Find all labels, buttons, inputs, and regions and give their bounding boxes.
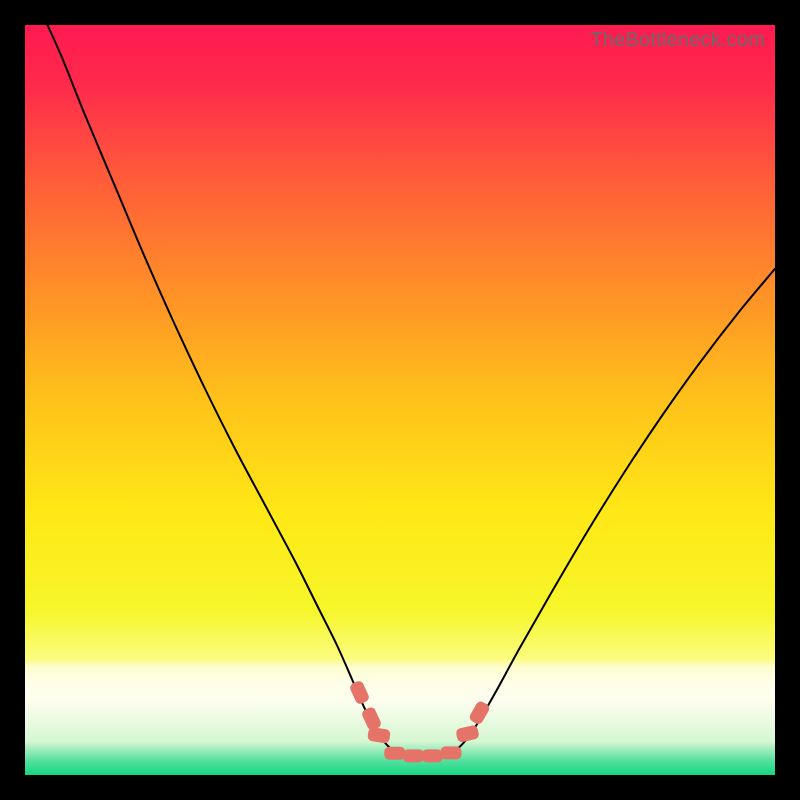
chart-frame: TheBottleneck.com <box>25 25 775 775</box>
bottleneck-curve-chart <box>25 25 775 775</box>
curve-marker <box>384 747 405 760</box>
curve-marker <box>403 749 424 762</box>
curve-marker <box>422 749 443 762</box>
watermark-text: TheBottleneck.com <box>590 29 765 52</box>
gradient-background <box>25 25 775 775</box>
curve-marker <box>441 746 462 759</box>
